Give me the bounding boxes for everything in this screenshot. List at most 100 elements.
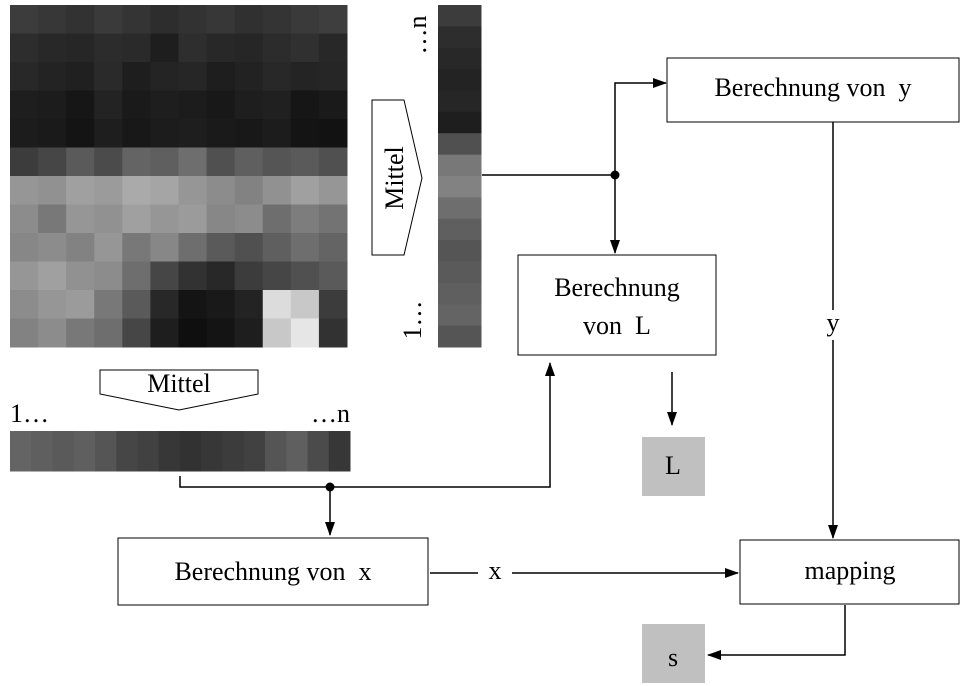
pixel [438, 155, 482, 177]
pixel [235, 91, 264, 120]
pixel [329, 431, 351, 472]
end-label: …n [311, 399, 350, 428]
pixel [263, 119, 292, 148]
pixel [150, 319, 179, 348]
pixel [286, 431, 308, 472]
output-label: L [665, 451, 681, 480]
pixel [38, 5, 67, 34]
arrow [708, 605, 845, 655]
pixel [263, 290, 292, 319]
pixel [122, 233, 151, 262]
output-label: s [668, 643, 678, 672]
pixel [38, 290, 67, 319]
pixel [438, 176, 482, 198]
pixel [179, 319, 208, 348]
image [10, 5, 348, 348]
pixel [319, 262, 348, 291]
pixel [94, 233, 123, 262]
pixel [179, 5, 208, 34]
pixel [263, 233, 292, 262]
pixel [223, 431, 245, 472]
pixel [38, 319, 67, 348]
pixel [235, 62, 264, 91]
pixel [207, 290, 236, 319]
pixel [116, 431, 138, 472]
pixel [38, 91, 67, 120]
pixel [235, 262, 264, 291]
pixel [66, 176, 95, 205]
pixel [180, 431, 202, 472]
pixel [291, 91, 320, 120]
pixel [438, 304, 482, 326]
pixel [319, 5, 348, 34]
pixel [122, 262, 151, 291]
edge-label: x [489, 556, 502, 585]
pixel [38, 262, 67, 291]
pixel [438, 5, 482, 27]
pixel [319, 319, 348, 348]
pixel [94, 262, 123, 291]
pixel [438, 283, 482, 305]
pixel [319, 91, 348, 120]
pixel [263, 319, 292, 348]
pixel [10, 205, 39, 234]
pixel [150, 290, 179, 319]
pixel [150, 233, 179, 262]
pixel [438, 240, 482, 262]
pixel [179, 119, 208, 148]
pixel [122, 290, 151, 319]
pixel [122, 205, 151, 234]
pixel [94, 148, 123, 177]
pixel [291, 34, 320, 63]
pixel [10, 34, 39, 63]
start-label: 1… [10, 399, 49, 428]
pixel [291, 62, 320, 91]
pixel [201, 431, 223, 472]
pixel [95, 431, 117, 472]
pixel [179, 62, 208, 91]
pixel [150, 148, 179, 177]
pixel [291, 205, 320, 234]
pixel [38, 148, 67, 177]
pixel [207, 5, 236, 34]
pixel [66, 290, 95, 319]
pixel [150, 205, 179, 234]
pixel [38, 176, 67, 205]
pixel [38, 119, 67, 148]
pixel [74, 431, 96, 472]
pixel [207, 319, 236, 348]
pixel [53, 431, 75, 472]
pixel [263, 176, 292, 205]
pixel [66, 262, 95, 291]
pixel [122, 91, 151, 120]
pixel [94, 119, 123, 148]
pixel [291, 5, 320, 34]
pixel [207, 62, 236, 91]
pixel [179, 34, 208, 63]
pixel [319, 205, 348, 234]
pixel [235, 290, 264, 319]
node-label: Berechnung [554, 273, 680, 302]
pixel [319, 290, 348, 319]
pixel [94, 34, 123, 63]
pixel [31, 431, 53, 472]
node-label: von L [583, 311, 651, 340]
pixel [10, 319, 39, 348]
pixel [235, 119, 264, 148]
pixel [94, 91, 123, 120]
pixel [207, 205, 236, 234]
pixel [150, 5, 179, 34]
pixel [207, 148, 236, 177]
pixel [94, 205, 123, 234]
pixel [235, 319, 264, 348]
pixel [207, 119, 236, 148]
mittel-label: Mittel [147, 369, 211, 398]
node-box [518, 255, 716, 355]
pixel [291, 319, 320, 348]
pixel [179, 262, 208, 291]
pixel [10, 176, 39, 205]
pixel [438, 197, 482, 219]
node-label: mapping [805, 556, 896, 585]
pixel [66, 119, 95, 148]
pixel [94, 290, 123, 319]
